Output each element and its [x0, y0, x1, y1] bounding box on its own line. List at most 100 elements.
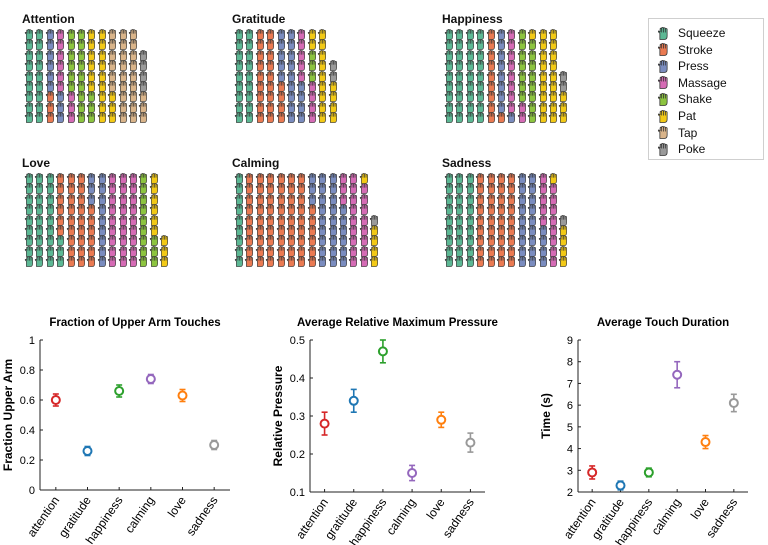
- hand-icon: [286, 245, 295, 257]
- hand-icon: [66, 70, 75, 82]
- hand-icon: [538, 70, 547, 82]
- hand-icon: [234, 39, 243, 51]
- hand-icon: [476, 183, 485, 195]
- y-tick-label: 0.5: [290, 335, 305, 347]
- hand-icon: [517, 193, 526, 205]
- hand-icon: [328, 183, 337, 195]
- hand-icon: [76, 225, 85, 236]
- hand-icon: [286, 49, 295, 61]
- hand-icon: [307, 70, 316, 82]
- hand-icon: [548, 245, 557, 257]
- hand-icon: [657, 76, 668, 90]
- hand-icon: [444, 91, 453, 103]
- hand-icon: [297, 204, 306, 216]
- hand-icon: [297, 101, 306, 113]
- hand-icon: [496, 173, 505, 184]
- hand-icon: [538, 101, 547, 113]
- hand-icon: [128, 60, 137, 72]
- hand-icon: [56, 225, 65, 236]
- hand-icon: [307, 235, 316, 247]
- hand-icon: [234, 91, 243, 103]
- hand-icon: [149, 245, 158, 257]
- y-tick-label: 3: [567, 465, 573, 477]
- hand-icon: [507, 204, 516, 216]
- hand-icon: [517, 183, 526, 195]
- hand-icon: [76, 39, 85, 51]
- hand-icon: [97, 49, 106, 61]
- hand-icon: [465, 49, 474, 61]
- hand-icon: [35, 173, 44, 184]
- data-point: [145, 374, 156, 384]
- y-axis-label: Fraction Upper Arm: [1, 359, 15, 471]
- hand-icon: [56, 204, 65, 216]
- y-tick-label: 9: [567, 335, 573, 347]
- hand-icon: [349, 183, 358, 195]
- chart-title: Average Touch Duration: [597, 317, 729, 329]
- hand-icon: [657, 43, 668, 56]
- hand-icon: [276, 235, 285, 247]
- hand-icon: [507, 256, 516, 268]
- hand-icon: [328, 81, 337, 92]
- y-tick-label: 0.8: [20, 365, 35, 377]
- hand-icon: [276, 70, 285, 82]
- hand-icon: [657, 92, 668, 106]
- hand-icon: [476, 245, 485, 257]
- hand-icon: [97, 235, 106, 247]
- hand-icon: [548, 193, 557, 205]
- hand-icon: [255, 204, 264, 216]
- hand-icon: [245, 245, 254, 257]
- hand-icon: [97, 112, 106, 124]
- hand-icon: [538, 173, 547, 184]
- hand-icon: [538, 112, 547, 124]
- hand-icon: [45, 204, 54, 216]
- hand-icon: [318, 214, 327, 226]
- hand-icon: [307, 256, 316, 268]
- y-tick-label: 0.1: [290, 487, 305, 499]
- hand-icon: [255, 112, 264, 124]
- hand-icon: [476, 29, 485, 40]
- hand-icon: [255, 235, 264, 247]
- hand-icon: [245, 256, 254, 268]
- hand-icon: [66, 256, 75, 268]
- hand-icon: [297, 193, 306, 205]
- hand-icon: [255, 256, 264, 268]
- data-point: [407, 468, 418, 478]
- hand-icon: [276, 225, 285, 236]
- y-tick-label: 0.4: [290, 373, 305, 385]
- hand-icon: [97, 91, 106, 103]
- hand-icon: [286, 101, 295, 113]
- hand-icon: [76, 245, 85, 257]
- hand-icon: [496, 29, 505, 40]
- data-point: [700, 437, 711, 448]
- hand-icon: [517, 256, 526, 268]
- hand-icon: [507, 245, 516, 257]
- hand-icon: [465, 256, 474, 268]
- hand-icon: [97, 193, 106, 205]
- y-axis-label: Time (s): [539, 393, 553, 439]
- hand-icon: [266, 81, 275, 92]
- hand-icon: [87, 60, 96, 72]
- hand-icon: [66, 173, 75, 184]
- waffle-title-gratitude: Gratitude: [232, 12, 286, 26]
- hand-icon: [45, 235, 54, 247]
- hand-icon: [234, 245, 243, 257]
- hand-icon: [108, 60, 117, 72]
- hand-icon: [66, 193, 75, 205]
- hand-icon: [255, 70, 264, 82]
- hand-icon: [118, 214, 127, 226]
- legend-item-squeeze: Squeeze: [657, 25, 725, 41]
- hand-icon: [507, 70, 516, 82]
- hand-icon: [328, 214, 337, 226]
- error-bar-charts: Fraction of Upper Arm Touches 0 0.2 0.4 0.6 0…: [1, 317, 748, 545]
- hand-icon: [297, 225, 306, 236]
- hand-icon: [87, 81, 96, 92]
- hand-icon: [108, 70, 117, 82]
- hand-icon: [486, 49, 495, 61]
- hand-icon: [507, 173, 516, 184]
- hand-icon: [76, 173, 85, 184]
- hand-icon: [24, 173, 33, 184]
- hand-icon: [160, 235, 169, 247]
- hand-icon: [297, 49, 306, 61]
- hand-icon: [108, 204, 117, 216]
- hand-icon: [139, 91, 148, 103]
